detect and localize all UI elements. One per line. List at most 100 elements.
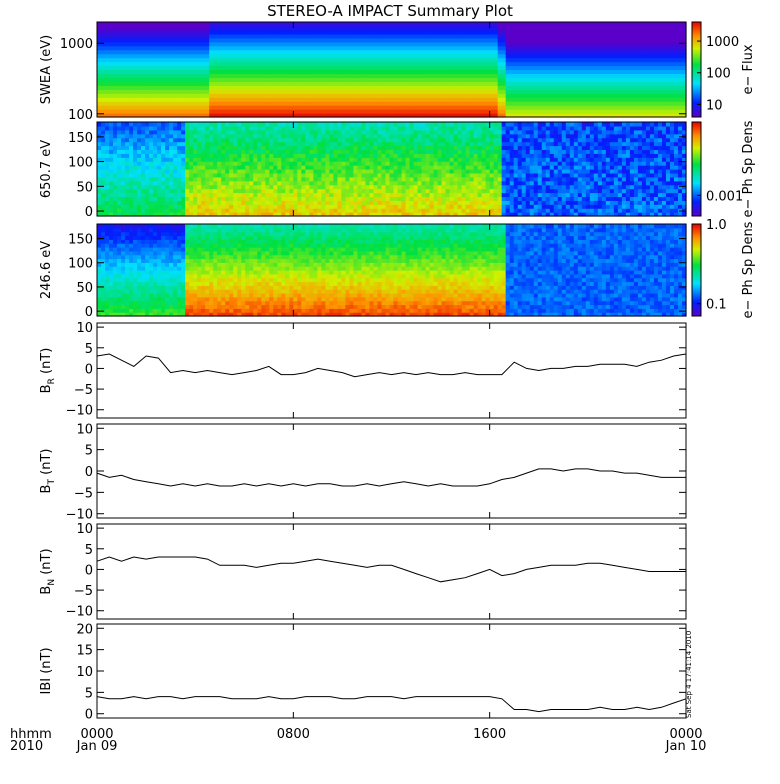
heatmap-cell <box>414 46 419 51</box>
heatmap-cell <box>486 77 491 82</box>
heatmap-cell <box>225 185 230 190</box>
heatmap-cell <box>570 105 575 110</box>
heatmap-cell <box>273 169 278 174</box>
heatmap-cell <box>117 105 122 110</box>
heatmap-cell <box>149 130 154 135</box>
heatmap-cell <box>181 204 186 209</box>
heatmap-cell <box>394 42 399 47</box>
heatmap-cell <box>329 85 334 90</box>
heatmap-cell <box>309 26 314 31</box>
heatmap-cell <box>530 42 535 47</box>
heatmap-cell <box>574 46 579 51</box>
heatmap-cell <box>361 81 366 86</box>
heatmap-cell <box>113 66 118 71</box>
heatmap-cell <box>253 54 258 59</box>
heatmap-cell <box>293 200 298 205</box>
heatmap-cell <box>510 30 515 35</box>
heatmap-cell <box>121 208 126 213</box>
heatmap-cell <box>313 146 318 151</box>
heatmap-cell <box>333 122 338 127</box>
heatmap-cell <box>293 149 298 154</box>
heatmap-cell <box>149 196 154 201</box>
heatmap-cell <box>373 26 378 31</box>
heatmap-cell <box>221 46 226 51</box>
heatmap-cell <box>145 169 150 174</box>
heatmap-cell <box>494 50 499 55</box>
heatmap-cell <box>117 73 122 78</box>
heatmap-cell <box>402 22 407 27</box>
heatmap-cell <box>253 142 258 147</box>
heatmap-cell <box>642 70 647 75</box>
heatmap-cell <box>502 105 507 110</box>
heatmap-cell <box>494 93 499 98</box>
heatmap-cell <box>574 97 579 102</box>
heatmap-cell <box>490 85 495 90</box>
heatmap-cell <box>153 97 158 102</box>
heatmap-cell <box>642 54 647 59</box>
heatmap-cell <box>265 89 270 94</box>
heatmap-cell <box>209 73 214 78</box>
heatmap-cell <box>442 54 447 59</box>
heatmap-cell <box>498 46 503 51</box>
heatmap-cell <box>630 54 635 59</box>
heatmap-cell <box>273 30 278 35</box>
heatmap-cell <box>325 81 330 86</box>
heatmap-cell <box>458 89 463 94</box>
heatmap-cell <box>209 196 214 201</box>
heatmap-cell <box>562 34 567 39</box>
heatmap-cell <box>305 97 310 102</box>
heatmap-cell <box>542 30 547 35</box>
heatmap-cell <box>253 130 258 135</box>
heatmap-cell <box>594 38 599 43</box>
heatmap-cell <box>470 101 475 106</box>
heatmap-cell <box>442 70 447 75</box>
heatmap-cell <box>610 54 615 59</box>
heatmap-cell <box>185 157 190 162</box>
heatmap-cell <box>578 42 583 47</box>
heatmap-cell <box>594 54 599 59</box>
y-tick-label: 1000 <box>60 37 93 52</box>
heatmap-cell <box>129 46 134 51</box>
heatmap-cell <box>129 50 134 55</box>
heatmap-cell <box>630 97 635 102</box>
heatmap-cell <box>193 208 198 213</box>
heatmap-cell <box>402 30 407 35</box>
heatmap-cell <box>458 38 463 43</box>
heatmap-cell <box>309 138 314 143</box>
heatmap-cell <box>249 93 254 98</box>
heatmap-cell <box>646 77 651 82</box>
heatmap-cell <box>197 62 202 67</box>
heatmap-cell <box>622 26 627 31</box>
heatmap-cell <box>289 161 294 166</box>
heatmap-cell <box>257 62 262 67</box>
heatmap-cell <box>418 54 423 59</box>
heatmap-cell <box>193 142 198 147</box>
heatmap-cell <box>626 70 631 75</box>
heatmap-cell <box>121 46 126 51</box>
heatmap-cell <box>221 153 226 158</box>
heatmap-cell <box>578 101 583 106</box>
heatmap-cell <box>514 105 519 110</box>
heatmap-cell <box>678 26 683 31</box>
heatmap-cell <box>317 134 322 139</box>
heatmap-cell <box>201 142 206 147</box>
heatmap-cell <box>233 54 238 59</box>
heatmap-cell <box>197 157 202 162</box>
heatmap-cell <box>257 30 262 35</box>
heatmap-cell <box>490 22 495 27</box>
heatmap-cell <box>638 22 643 27</box>
heatmap-cell <box>277 70 282 75</box>
heatmap-cell <box>357 66 362 71</box>
heatmap-cell <box>381 105 386 110</box>
heatmap-cell <box>530 77 535 82</box>
heatmap-cell <box>213 181 218 186</box>
heatmap-cell <box>458 77 463 82</box>
heatmap-cell <box>313 58 318 63</box>
heatmap-cell <box>462 58 467 63</box>
heatmap-cell <box>273 62 278 67</box>
heatmap-cell <box>438 66 443 71</box>
heatmap-cell <box>634 89 639 94</box>
heatmap-cell <box>237 193 242 198</box>
heatmap-cell <box>249 62 254 67</box>
heatmap-cell <box>506 42 511 47</box>
